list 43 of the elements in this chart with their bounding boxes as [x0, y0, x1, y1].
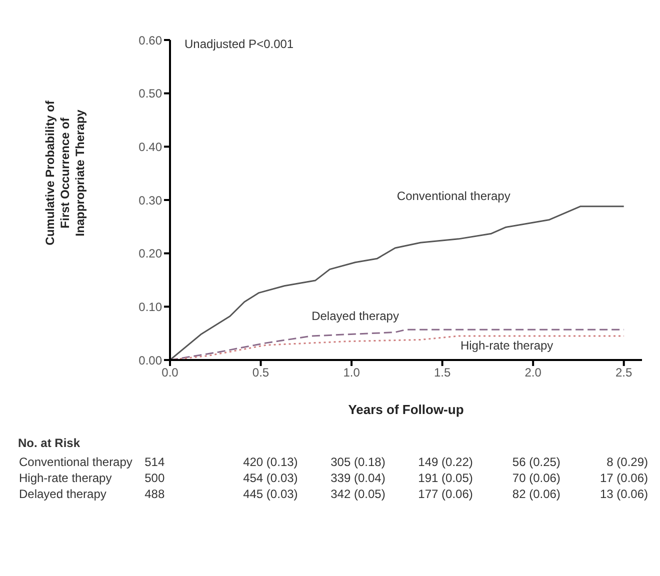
text: Conventional therapy — [18, 454, 134, 470]
text: 514 — [144, 454, 166, 470]
text: 500 — [144, 470, 166, 486]
x-tick-label: 2.0 — [524, 366, 542, 380]
y-tick-label: 0.60 — [138, 33, 162, 48]
line-series — [170, 328, 625, 360]
text: 488 — [144, 486, 166, 502]
y-tick-label: 0.40 — [138, 140, 162, 154]
x-tick-label: 1.0 — [343, 366, 360, 380]
series-label: Conventional therapy — [396, 189, 510, 203]
y-tick-label: 0.50 — [138, 86, 162, 101]
text: 70 (0.06) — [511, 470, 562, 486]
text: 13 (0.06) — [598, 486, 649, 502]
text: 454 (0.03) — [242, 470, 299, 486]
text: 82 (0.06) — [511, 486, 562, 502]
text: 305 (0.18) — [330, 454, 386, 470]
y-tick-label: 0.30 — [138, 193, 162, 208]
text: 191 (0.05) — [417, 470, 474, 486]
x-tick-label: 1.5 — [434, 366, 451, 380]
text: 56 (0.25) — [511, 454, 562, 470]
text: 17 (0.06) — [598, 470, 649, 486]
line-series — [170, 206, 625, 360]
text: 177 (0.06) — [417, 486, 474, 502]
text: 420 (0.13) — [242, 454, 299, 470]
y-tick-label: 0.10 — [138, 300, 162, 314]
x-tick-label: 0.0 — [162, 366, 179, 380]
series-label: Delayed therapy — [312, 309, 399, 323]
text: Delayed therapy — [18, 486, 108, 502]
text: 342 (0.05) — [330, 486, 386, 502]
text: 339 (0.04) — [330, 470, 386, 486]
y-axis-title: Cumulative Probability of First Occurrence of Inappropriate Therapy — [43, 100, 87, 246]
annotation: Unadjusted P<0.001 — [184, 37, 294, 51]
text: No. at Risk — [18, 436, 82, 450]
x-tick-label: 0.5 — [252, 366, 270, 380]
text: 149 (0.22) — [417, 454, 474, 470]
y-tick-label: 0.00 — [138, 353, 162, 368]
text: High-rate therapy — [18, 470, 113, 486]
y-tick-label: 0.20 — [138, 246, 162, 261]
text: 8 (0.29) — [606, 454, 649, 470]
x-tick-label: 2.5 — [616, 366, 633, 380]
x-axis-title: Years of Follow-up — [348, 402, 464, 417]
series-label: High-rate therapy — [460, 338, 554, 352]
text: 445 (0.03) — [242, 486, 299, 502]
